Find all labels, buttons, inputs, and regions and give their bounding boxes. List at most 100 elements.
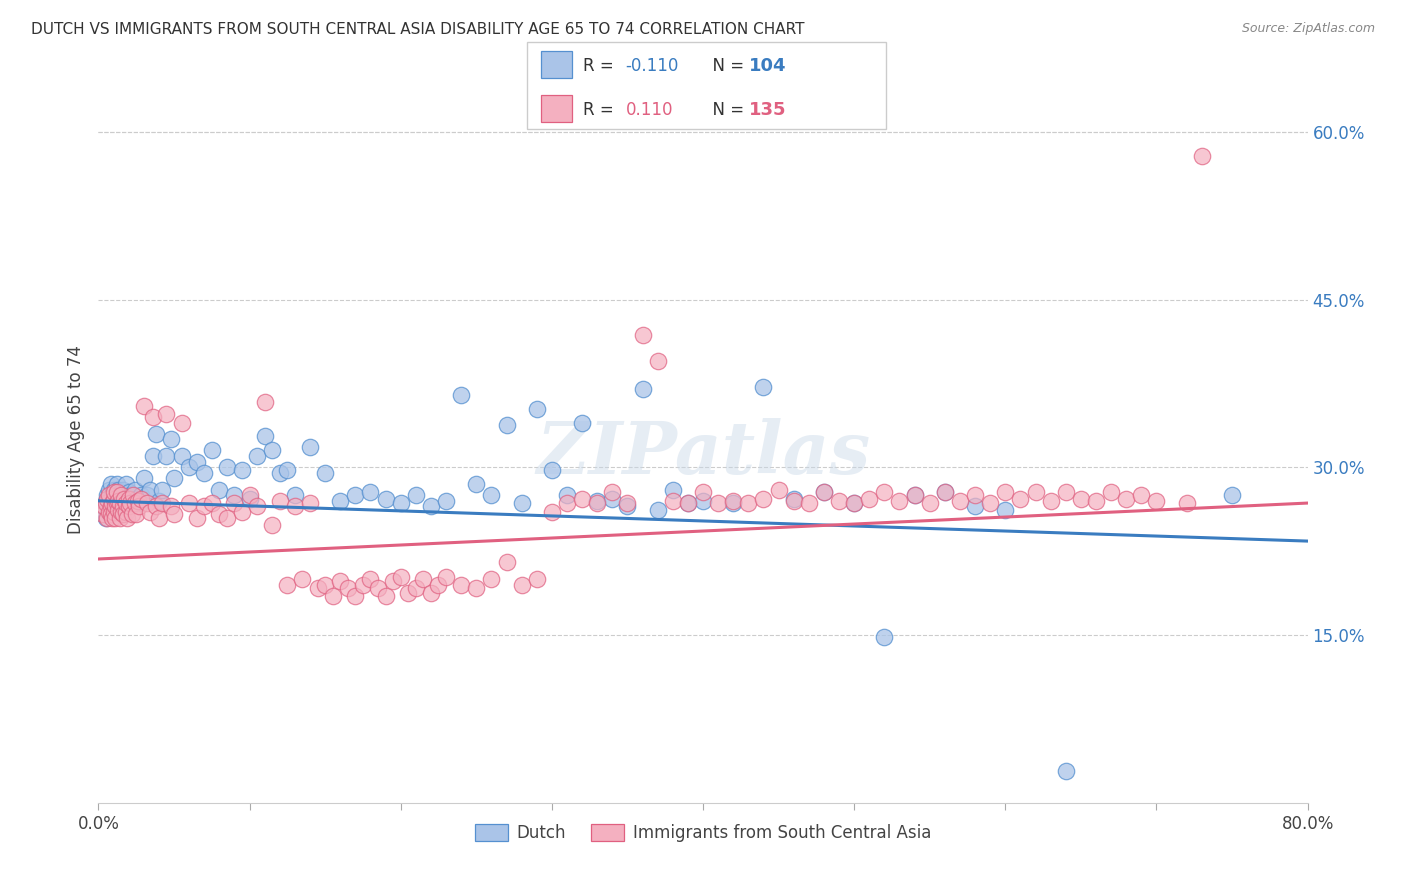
- Point: [170, 449, 193, 463]
- Point: [110, 484, 132, 499]
- Point: [246, 449, 269, 463]
- Text: 0.110: 0.110: [626, 101, 673, 120]
- Point: [103, 491, 125, 506]
- Point: [239, 488, 262, 502]
- Point: [813, 484, 835, 499]
- Point: [873, 630, 896, 644]
- Point: [299, 496, 322, 510]
- Legend: Dutch, Immigrants from South Central Asia: Dutch, Immigrants from South Central Asi…: [468, 817, 938, 849]
- Point: [631, 382, 654, 396]
- Text: DUTCH VS IMMIGRANTS FROM SOUTH CENTRAL ASIA DISABILITY AGE 65 TO 74 CORRELATION : DUTCH VS IMMIGRANTS FROM SOUTH CENTRAL A…: [31, 22, 804, 37]
- Point: [107, 493, 129, 508]
- Point: [1085, 493, 1108, 508]
- Point: [150, 496, 173, 510]
- Point: [344, 589, 367, 603]
- Point: [121, 493, 143, 508]
- Point: [918, 496, 941, 510]
- Point: [723, 493, 745, 508]
- Point: [481, 572, 503, 586]
- Text: ZIPatlas: ZIPatlas: [536, 418, 870, 490]
- Point: [148, 493, 170, 508]
- Point: [100, 508, 122, 522]
- Point: [118, 484, 141, 499]
- Point: [101, 496, 124, 510]
- Point: [148, 510, 170, 524]
- Point: [692, 493, 714, 508]
- Point: [904, 488, 927, 502]
- Point: [1175, 496, 1198, 510]
- Point: [115, 500, 138, 514]
- Point: [98, 505, 121, 519]
- Point: [215, 460, 238, 475]
- Point: [101, 510, 124, 524]
- Point: [253, 429, 276, 443]
- Point: [284, 500, 307, 514]
- Point: [125, 508, 148, 522]
- Point: [100, 477, 122, 491]
- Point: [142, 409, 165, 424]
- Point: [1070, 491, 1092, 506]
- Point: [127, 496, 149, 510]
- Point: [858, 491, 880, 506]
- Point: [107, 493, 129, 508]
- Point: [215, 510, 238, 524]
- Point: [160, 500, 183, 514]
- Point: [450, 578, 472, 592]
- Point: [208, 483, 231, 497]
- Point: [586, 493, 609, 508]
- Text: R =: R =: [583, 57, 620, 76]
- Point: [360, 484, 382, 499]
- Point: [96, 488, 118, 502]
- Point: [692, 484, 714, 499]
- Point: [142, 449, 165, 463]
- Point: [155, 449, 177, 463]
- Point: [389, 570, 412, 584]
- Point: [934, 484, 956, 499]
- Point: [104, 500, 127, 514]
- Point: [783, 491, 806, 506]
- Point: [104, 496, 127, 510]
- Point: [396, 585, 419, 599]
- Point: [108, 496, 131, 510]
- Point: [118, 496, 141, 510]
- Point: [1144, 493, 1167, 508]
- Point: [813, 484, 835, 499]
- Point: [329, 574, 352, 589]
- Point: [111, 500, 134, 514]
- Point: [661, 483, 683, 497]
- Point: [1039, 493, 1062, 508]
- Point: [661, 493, 683, 508]
- Point: [510, 496, 533, 510]
- Point: [108, 510, 131, 524]
- Point: [103, 484, 125, 499]
- Point: [336, 581, 359, 595]
- Point: [873, 484, 896, 499]
- Point: [737, 496, 759, 510]
- Point: [269, 466, 291, 480]
- Point: [107, 483, 129, 497]
- Point: [246, 500, 269, 514]
- Point: [122, 488, 145, 502]
- Point: [1220, 488, 1243, 502]
- Point: [1130, 488, 1153, 502]
- Point: [231, 505, 253, 519]
- Point: [405, 581, 427, 595]
- Point: [434, 493, 457, 508]
- Point: [145, 500, 167, 514]
- Point: [844, 496, 866, 510]
- Point: [844, 496, 866, 510]
- Point: [114, 505, 136, 519]
- Point: [602, 484, 624, 499]
- Point: [128, 500, 150, 514]
- Point: [110, 505, 132, 519]
- Point: [768, 483, 790, 497]
- Point: [994, 484, 1017, 499]
- Point: [382, 574, 405, 589]
- Point: [103, 505, 125, 519]
- Point: [427, 578, 450, 592]
- Text: N =: N =: [702, 101, 749, 120]
- Point: [465, 581, 488, 595]
- Point: [103, 491, 125, 506]
- Point: [120, 496, 142, 510]
- Point: [291, 572, 314, 586]
